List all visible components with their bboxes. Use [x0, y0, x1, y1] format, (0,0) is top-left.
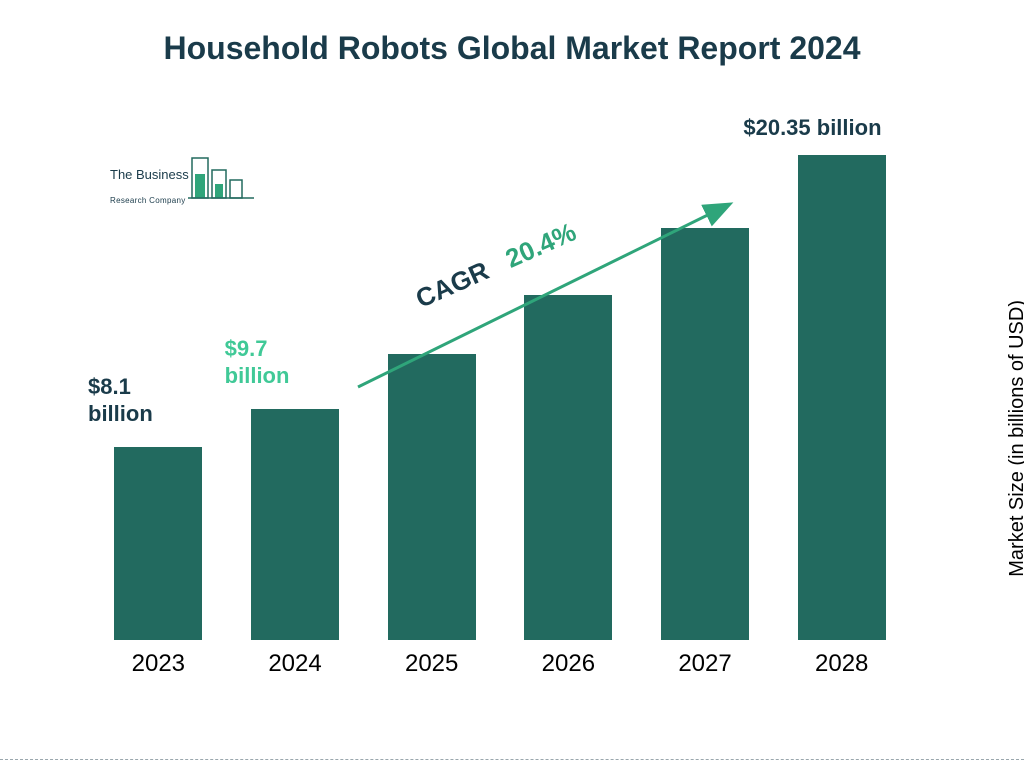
bar-slot: [500, 140, 637, 640]
bar: [388, 354, 476, 640]
bar-slot: $20.35 billion: [773, 140, 910, 640]
x-category-label: 2027: [637, 644, 774, 680]
bar-slot: $8.1billion: [90, 140, 227, 640]
bar-slot: [363, 140, 500, 640]
x-category-label: 2023: [90, 644, 227, 680]
x-category-label: 2025: [363, 644, 500, 680]
x-axis: 202320242025202620272028: [90, 644, 910, 680]
bar: [798, 155, 886, 640]
y-axis-label: Market Size (in billions of USD): [1006, 300, 1024, 577]
bar-slot: [637, 140, 774, 640]
bottom-divider: [0, 759, 1024, 760]
bar: [251, 409, 339, 640]
bar-value-label: $20.35 billion: [743, 115, 943, 141]
bar-value-label: $8.1billion: [88, 374, 208, 427]
x-category-label: 2024: [227, 644, 364, 680]
chart-title: Household Robots Global Market Report 20…: [0, 0, 1024, 78]
bar: [661, 228, 749, 640]
x-category-label: 2026: [500, 644, 637, 680]
bar-value-label: $9.7billion: [225, 336, 345, 389]
bars-container: $8.1billion $9.7billion $20.35 billion: [90, 140, 910, 640]
bar-chart: $8.1billion $9.7billion $20.35 billion 202…: [90, 140, 910, 680]
bar: [524, 295, 612, 640]
bar-slot: $9.7billion: [227, 140, 364, 640]
bar: [114, 447, 202, 640]
x-category-label: 2028: [773, 644, 910, 680]
